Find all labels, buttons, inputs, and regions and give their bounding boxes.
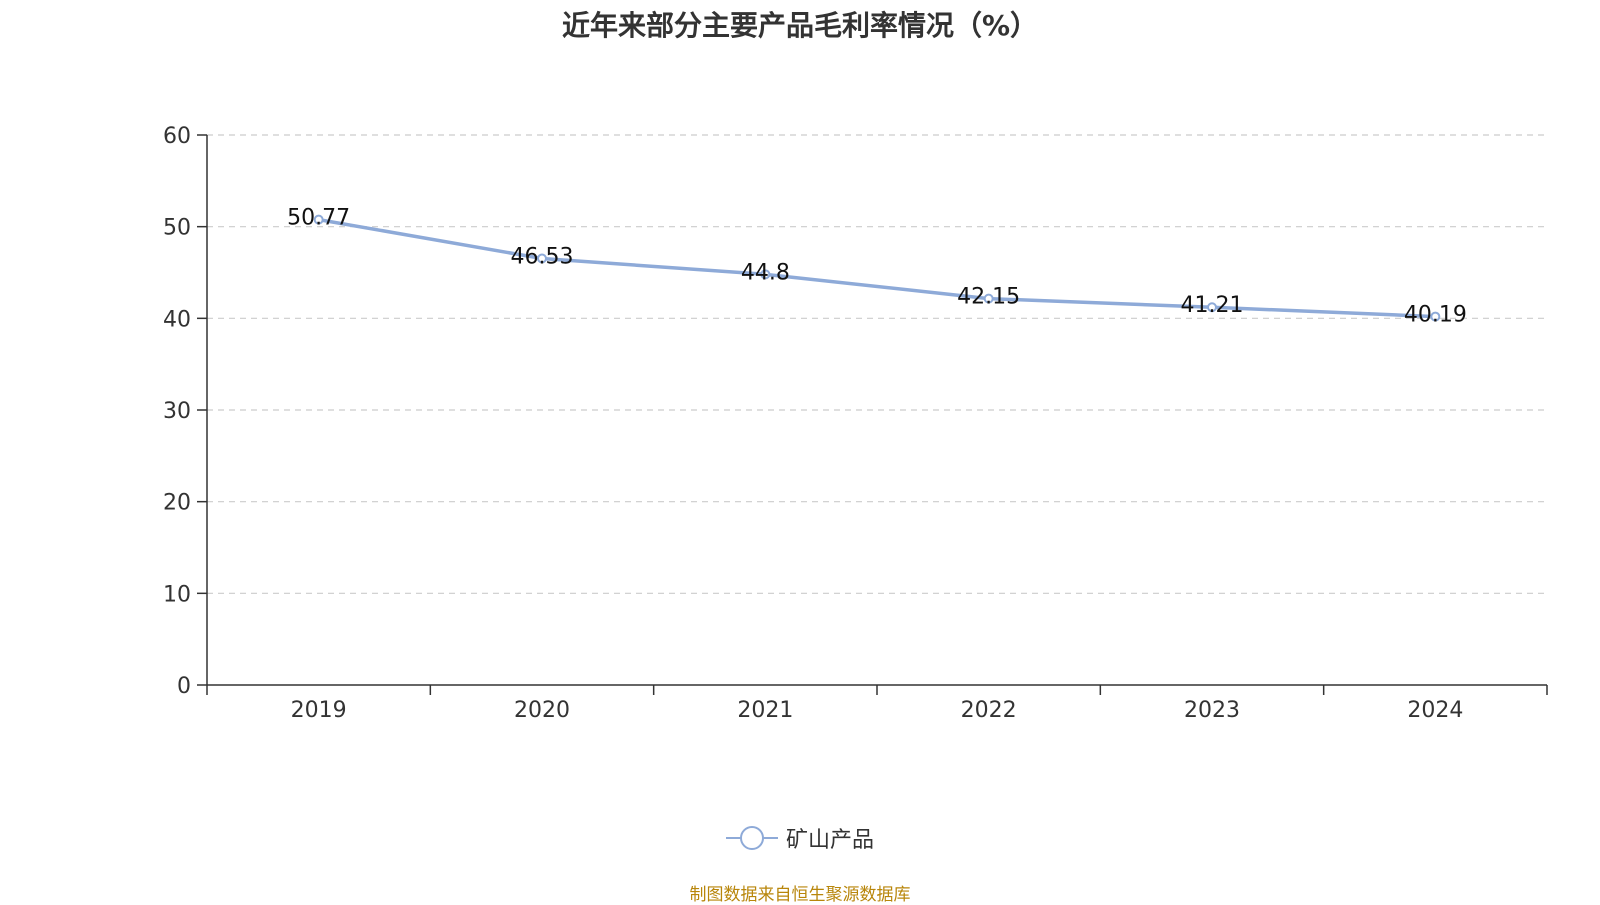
y-tick-label: 50	[163, 216, 191, 241]
data-point[interactable]	[1207, 302, 1217, 313]
source-note: 制图数据来自恒生聚源数据库	[689, 885, 911, 905]
data-point[interactable]	[313, 214, 324, 225]
data-label: 41.21	[1181, 293, 1244, 318]
y-tick-label: 30	[163, 399, 191, 424]
grid-lines	[207, 134, 1547, 594]
x-tick-label: 2021	[737, 698, 793, 723]
x-tick-label: 2020	[514, 698, 570, 723]
data-label: 46.53	[511, 244, 574, 269]
series-line	[313, 214, 1441, 322]
y-tick-label: 10	[163, 582, 191, 607]
data-labels: 50.77 46.53 44.8 42.15 41.21 40.19	[287, 206, 1467, 328]
series-line-0	[318, 217, 1436, 319]
data-point[interactable]	[537, 253, 547, 264]
y-tick-label: 40	[163, 307, 191, 332]
legend-line-circle-icon	[725, 826, 778, 850]
legend-label: 矿山产品	[785, 828, 874, 853]
x-tick-label: 2022	[961, 698, 1017, 723]
data-label: 50.77	[287, 206, 350, 231]
data-point[interactable]	[983, 293, 994, 304]
chart-title: 近年来部分主要产品毛利率情况（%）	[561, 9, 1039, 42]
legend[interactable]: 矿山产品	[0, 822, 1600, 854]
x-tick-label: 2019	[291, 698, 347, 723]
data-point[interactable]	[760, 269, 771, 280]
y-tick-label: 0	[177, 674, 191, 699]
data-label: 42.15	[957, 285, 1020, 310]
axes: 0 10 20 30 40 50 60 2019 2020 2021 2022 2023 2024	[163, 124, 1548, 723]
data-label: 44.8	[741, 260, 790, 285]
x-tick-label: 2024	[1407, 698, 1463, 723]
y-tick-label: 60	[163, 124, 191, 149]
x-tick-label: 2023	[1184, 698, 1240, 723]
y-tick-label: 20	[163, 491, 191, 516]
data-point[interactable]	[1430, 311, 1441, 322]
data-label: 40.19	[1404, 303, 1467, 328]
